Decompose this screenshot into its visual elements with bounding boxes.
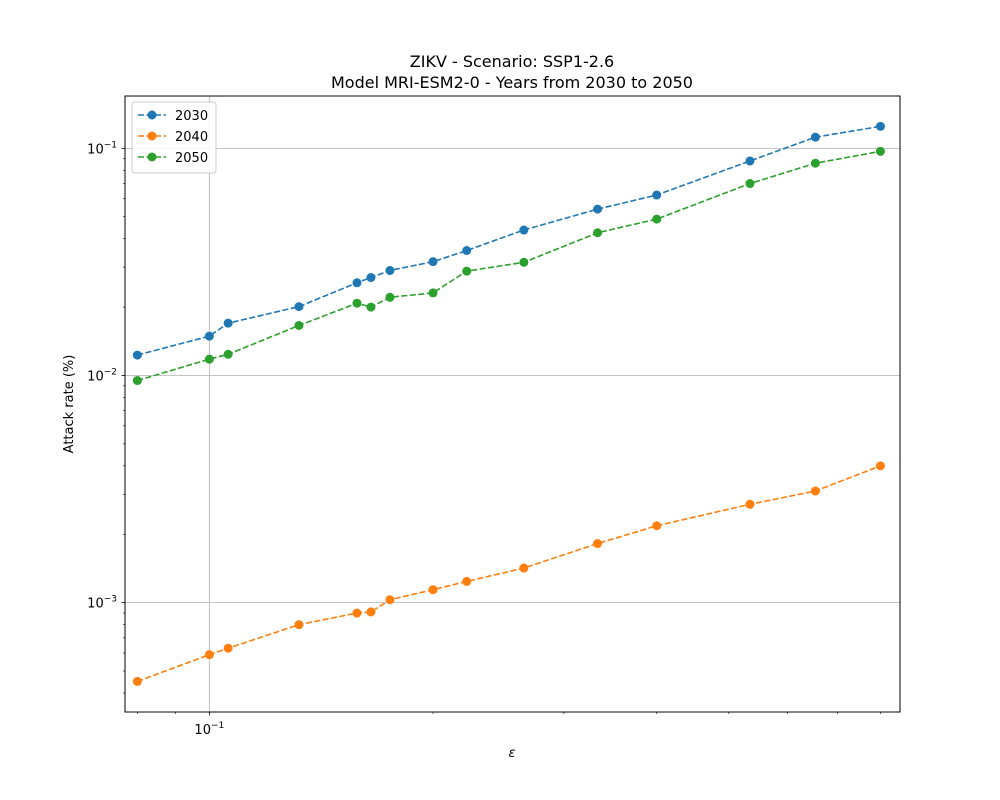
data-point-2030 [352, 278, 362, 288]
data-point-2030 [593, 204, 603, 214]
data-point-2040 [428, 585, 438, 595]
data-point-2050 [204, 354, 214, 364]
data-point-2030 [132, 350, 142, 360]
data-point-2040 [132, 676, 142, 686]
data-point-2050 [519, 257, 529, 267]
data-point-2040 [385, 595, 395, 605]
data-point-2040 [462, 576, 472, 586]
x-axis-label: ε [508, 746, 515, 761]
data-point-2050 [385, 292, 395, 302]
data-point-2050 [875, 146, 885, 156]
data-point-2030 [366, 273, 376, 283]
legend-label-2040: 2040 [175, 130, 208, 145]
data-point-2030 [462, 246, 472, 256]
data-point-2040 [352, 608, 362, 618]
chart-subtitle: Model MRI-ESM2-0 - Years from 2030 to 20… [331, 73, 693, 92]
data-point-2050 [652, 214, 662, 224]
data-point-2050 [223, 349, 233, 359]
axis-ticks: 10−1 10−1 10−2 10−3 [87, 140, 881, 738]
data-point-2050 [366, 302, 376, 312]
legend-label-2050: 2050 [175, 151, 208, 166]
data-point-2040 [652, 521, 662, 531]
legend-label-2030: 2030 [175, 109, 208, 124]
data-point-2040 [366, 607, 376, 617]
legend-marker-2040 [147, 131, 157, 141]
data-point-2040 [223, 643, 233, 653]
data-point-2030 [519, 225, 529, 235]
data-point-2030 [428, 257, 438, 267]
y-tick-label: 10−1 [87, 140, 117, 157]
data-point-2040 [294, 620, 304, 630]
data-point-2040 [593, 539, 603, 549]
data-point-2030 [385, 265, 395, 275]
x-tick-label: 10−1 [194, 721, 224, 738]
data-point-2030 [875, 121, 885, 131]
data-point-2040 [875, 461, 885, 471]
data-point-2050 [745, 179, 755, 189]
data-point-2030 [294, 302, 304, 312]
data-point-2040 [204, 650, 214, 660]
data-point-2050 [294, 320, 304, 330]
data-point-2050 [132, 376, 142, 386]
data-point-2040 [745, 499, 755, 509]
data-point-2030 [745, 156, 755, 166]
data-point-2040 [519, 563, 529, 573]
legend: 2030 2040 2050 [131, 101, 217, 174]
y-tick-label: 10−2 [87, 367, 117, 384]
series-line-2050 [137, 150, 881, 382]
data-point-2050 [462, 266, 472, 276]
chart-title: ZIKV - Scenario: SSP1-2.6 [410, 52, 614, 71]
data-point-2050 [428, 288, 438, 298]
legend-marker-2050 [147, 152, 157, 162]
data-point-2030 [652, 190, 662, 200]
series-line-2040 [137, 465, 881, 683]
y-tick-label: 10−3 [87, 595, 117, 612]
y-axis-label: Attack rate (%) [62, 355, 77, 454]
data-point-2050 [593, 228, 603, 238]
grid [125, 96, 900, 712]
data-point-2050 [810, 158, 820, 168]
legend-marker-2030 [147, 110, 157, 120]
data-point-2030 [810, 132, 820, 142]
data-point-2050 [352, 298, 362, 308]
data-point-2040 [810, 486, 820, 496]
plot-frame [124, 95, 901, 713]
data-point-2030 [223, 318, 233, 328]
plot-series [132, 121, 885, 686]
series-line-2030 [137, 125, 881, 356]
data-point-2030 [204, 331, 214, 341]
